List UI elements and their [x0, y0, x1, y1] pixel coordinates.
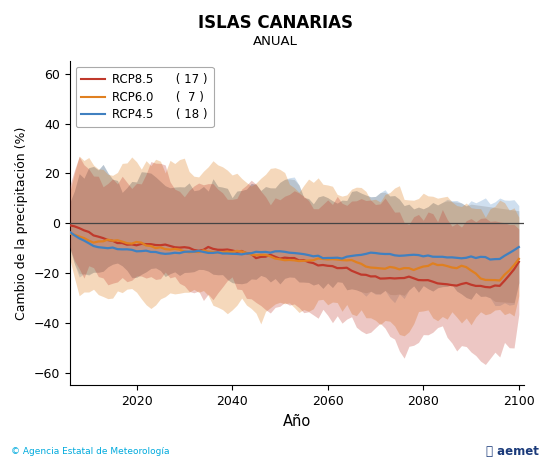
Text: Ⓞ aemet: Ⓞ aemet: [486, 445, 539, 458]
Text: © Agencia Estatal de Meteorología: © Agencia Estatal de Meteorología: [11, 448, 169, 456]
Text: ANUAL: ANUAL: [252, 35, 298, 48]
Text: ISLAS CANARIAS: ISLAS CANARIAS: [197, 14, 353, 32]
Legend: RCP8.5      ( 17 ), RCP6.0      (  7 ), RCP4.5      ( 18 ): RCP8.5 ( 17 ), RCP6.0 ( 7 ), RCP4.5 ( 18…: [75, 67, 213, 128]
Y-axis label: Cambio de la precipitación (%): Cambio de la precipitación (%): [15, 127, 28, 320]
X-axis label: Año: Año: [283, 413, 311, 429]
